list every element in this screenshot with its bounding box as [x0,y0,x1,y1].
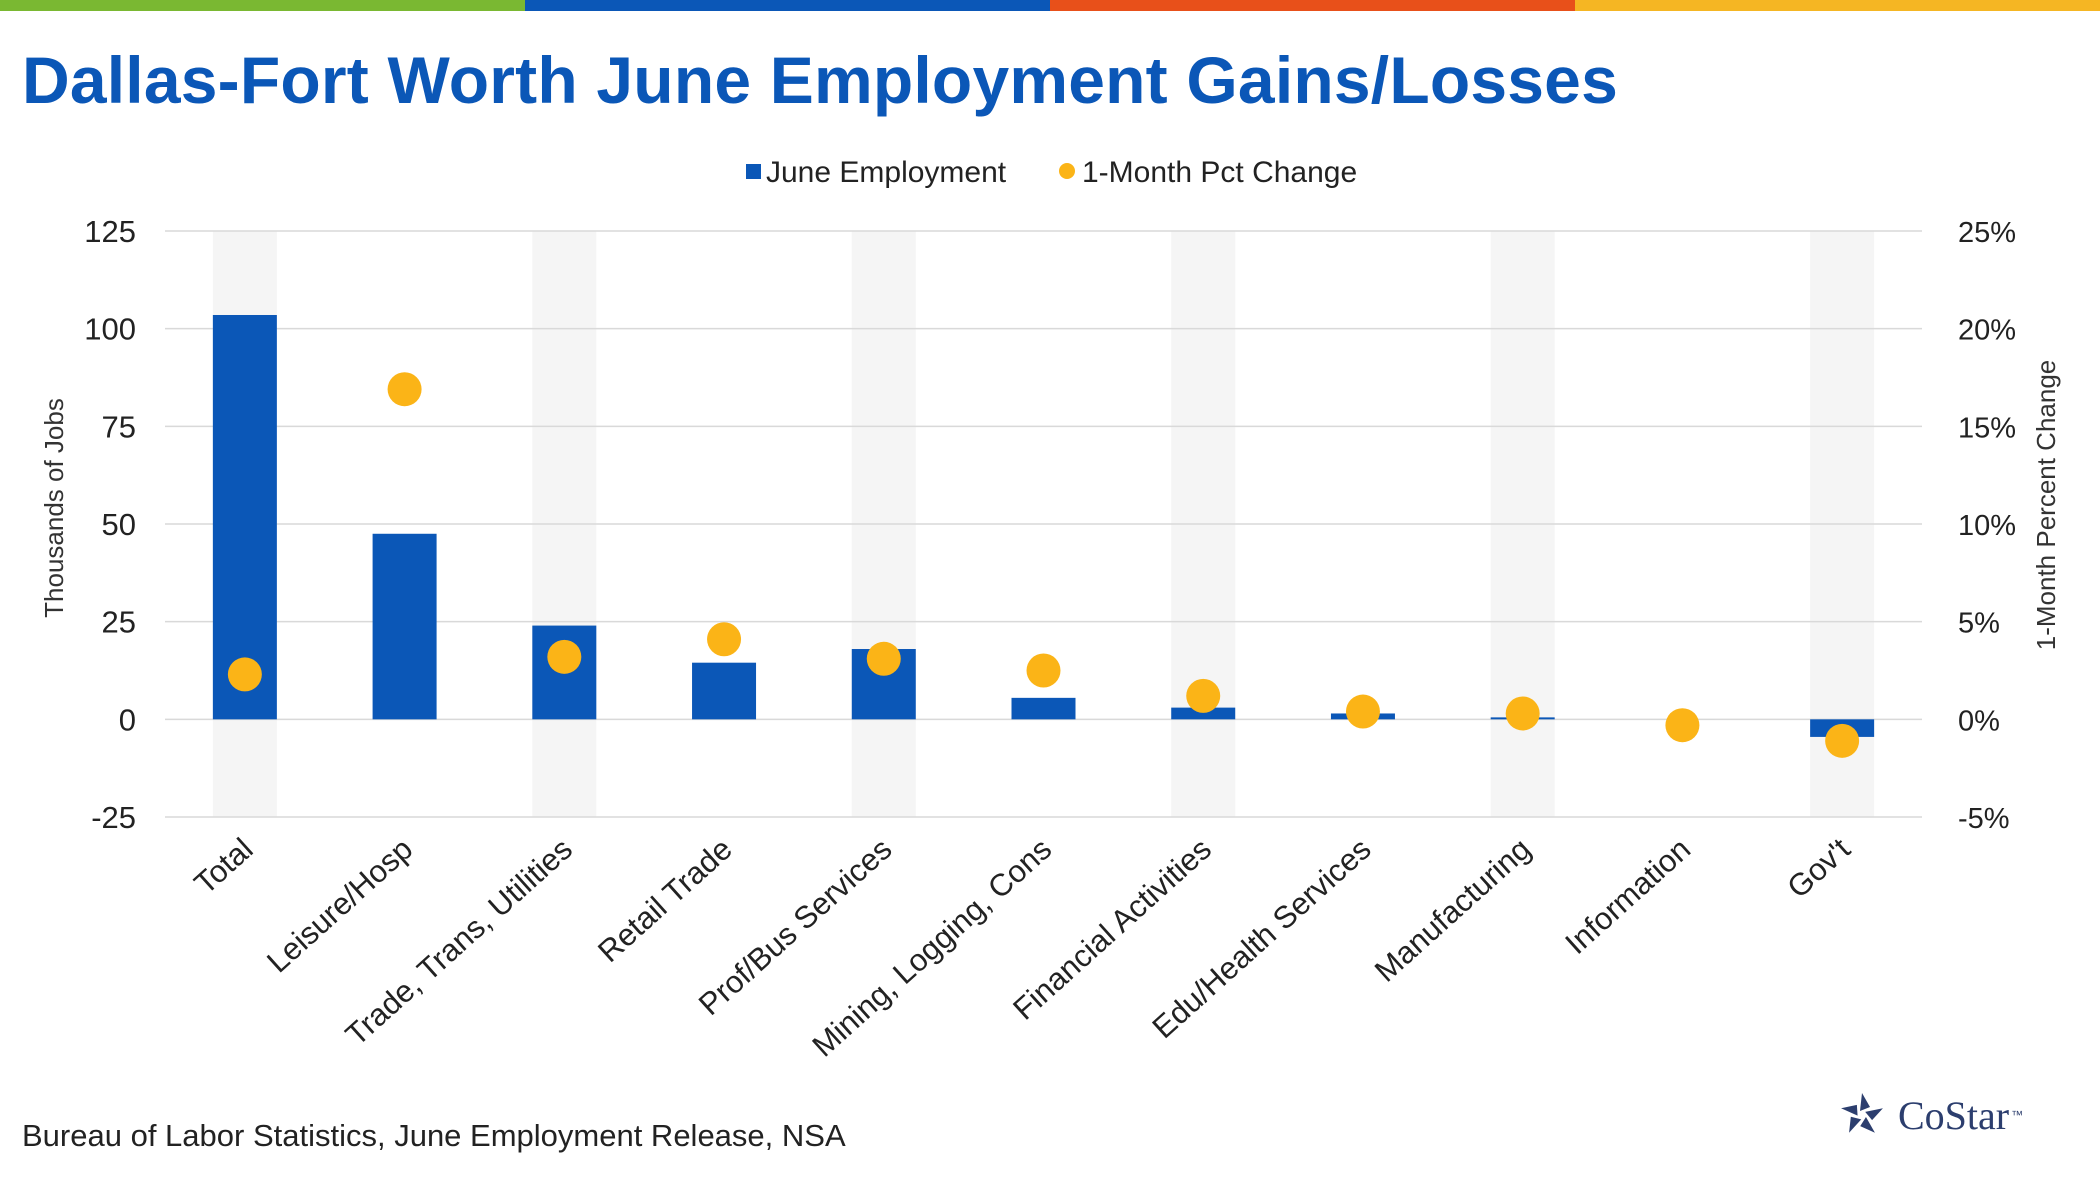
logo-trademark: ™ [2011,1108,2024,1122]
bar-financial-activities [1171,707,1236,720]
category-label: Leisure/Hosp [260,831,419,979]
logo-star-segment [1860,1093,1870,1111]
legend-bar-label: June Employment [766,156,1007,189]
right-axis-tick-label: 20% [1958,315,2016,347]
category-label: Gov't [1780,831,1857,905]
bar-leisure-hosp [372,533,437,720]
dot-leisure-hosp [387,372,422,407]
dot-total [227,657,262,692]
dot-financial-activities [1186,678,1221,713]
pct-change-dots [227,372,1860,758]
bar-mining-logging-cons [1011,697,1076,720]
chart-title: Dallas-Fort Worth June Employment Gains/… [22,43,1618,117]
category-label: Information [1558,831,1697,961]
costar-logo: CoStar ™ [1836,1089,2023,1141]
stripe-blue [525,0,1050,11]
logo-star-segment [1860,1117,1875,1133]
category-label: Retail Trade [591,831,739,969]
left-axis-tick-label: 25 [102,605,136,640]
stripe-yellow [1575,0,2100,11]
category-label: Total [187,831,259,901]
left-axis-tick-label: 0 [119,702,136,737]
gridlines [165,230,1922,818]
stripe-orange [1050,0,1575,11]
left-axis-tick-label: 100 [84,312,136,347]
left-axis-tick-label: 75 [102,409,136,444]
dot-manufacturing [1505,696,1540,731]
dot-edu-health-services [1345,694,1380,729]
left-axis-title: Thousands of Jobs [39,398,69,618]
dot-mining-logging-cons [1026,653,1061,688]
legend: June Employment 1-Month Pct Change [746,156,1357,189]
right-axis-tick-label: -5% [1958,803,2010,835]
right-axis-tick-label: 25% [1958,217,2016,249]
bar-retail-trade [692,662,757,720]
category-label: Manufacturing [1368,831,1537,988]
logo-star-segment [1841,1104,1858,1116]
left-axis-tick-label: 125 [84,214,136,249]
logo-star-segment [1849,1116,1862,1133]
dot-retail-trade [707,622,742,657]
stripe-green [0,0,525,11]
bar-total [212,314,277,720]
dot-trade-trans-utilities [547,639,582,674]
top-color-stripes [0,0,2100,11]
dot-information [1665,708,1700,743]
right-axis-title: 1-Month Percent Change [2031,360,2061,651]
right-axis-tick-label: 0% [1958,705,2000,737]
legend-dot-swatch [1059,163,1075,179]
left-axis-tick-label: 50 [102,507,136,542]
right-axis-ticks: -5% 0% 5% 10% 15% 20% 25% [1958,217,2016,835]
dot-gov-t [1825,723,1860,758]
right-axis-tick-label: 10% [1958,510,2016,542]
left-axis-ticks: -25 0 25 50 75 100 125 [84,214,136,835]
source-note: Bureau of Labor Statistics, June Employm… [22,1118,846,1153]
logo-wordmark: CoStar [1898,1092,2010,1138]
costar-star-icon [1841,1093,1883,1133]
right-axis-tick-label: 5% [1958,608,2000,640]
employment-bars [212,314,1875,737]
dot-prof-bus-services [866,641,901,676]
left-axis-tick-label: -25 [91,800,136,835]
legend-bar-swatch [746,164,761,179]
logo-star-segment [1865,1108,1883,1121]
legend-dot-label: 1-Month Pct Change [1082,156,1357,189]
right-axis-tick-label: 15% [1958,412,2016,444]
